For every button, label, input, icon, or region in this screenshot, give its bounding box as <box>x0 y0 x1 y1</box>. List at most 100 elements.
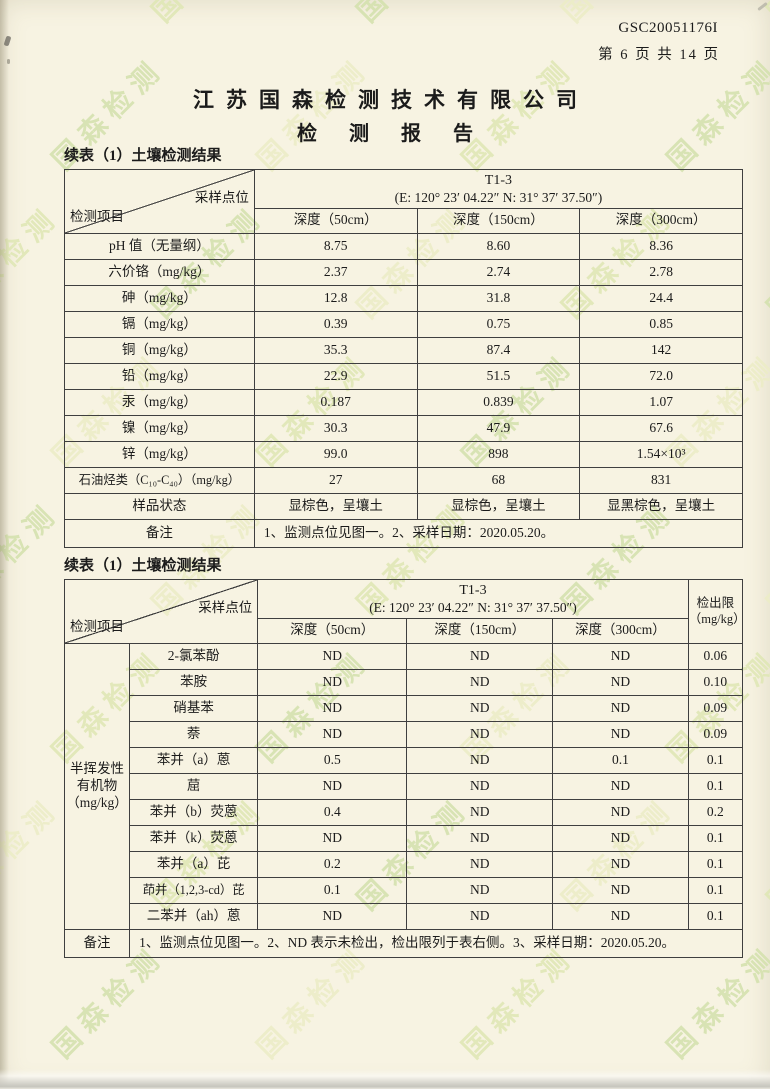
analyte-label: 2-氯苯酚 <box>129 643 259 670</box>
limit-cell: 0.09 <box>687 695 744 722</box>
analyte-label: 硝基苯 <box>129 695 259 722</box>
corner-bottom-label: 检测项目 <box>70 209 124 225</box>
value-cell: ND <box>552 721 689 748</box>
watermark-text: 国森检测 <box>347 0 477 30</box>
table-row: 苯并（b）荧蒽 0.4 ND ND 0.2 <box>65 799 744 826</box>
table-header-row: 采样点位 检测项目 T1-3 (E: 120° 23′ 04.22″ N: 31… <box>63 579 746 644</box>
scan-edge-left <box>0 0 9 1089</box>
value-cell: ND <box>406 669 554 696</box>
table-row: 砷（mg/kg） 12.8 31.8 24.4 <box>64 285 743 312</box>
value-cell: 831 <box>579 467 743 494</box>
analyte-group-label: 半挥发性 有机物 （mg/kg） <box>63 643 131 930</box>
table-row: 锌（mg/kg） 99.0 898 1.54×10³ <box>64 441 743 468</box>
remark-text: 1、监测点位见图一。2、采样日期：2020.05.20。 <box>253 519 744 548</box>
watermark-text: 国森检测 <box>0 0 67 30</box>
limit-cell: 0.1 <box>687 773 744 800</box>
analyte-label: 萘 <box>129 721 259 748</box>
value-cell: ND <box>406 877 554 904</box>
value-cell: 68 <box>416 467 581 494</box>
table-row: 铜（mg/kg） 35.3 87.4 142 <box>64 337 743 364</box>
value-cell: ND <box>257 669 408 696</box>
depth-header-row: 深度（50cm） 深度（150cm） 深度（300cm） <box>65 207 743 235</box>
corner-bottom-label: 检测项目 <box>70 619 124 635</box>
value-cell: 72.0 <box>579 363 743 390</box>
value-cell: ND <box>552 799 689 826</box>
value-cell: ND <box>552 669 689 696</box>
limit-cell: 0.06 <box>687 643 744 670</box>
table-row: 六价铬（mg/kg） 2.37 2.74 2.78 <box>64 259 743 286</box>
value-cell: ND <box>552 695 689 722</box>
limit-cell: 0.1 <box>687 747 744 774</box>
table-row: 二苯并（ah）蒽 ND ND ND 0.1 <box>65 903 744 930</box>
limit-cell: 0.1 <box>687 851 744 878</box>
diagonal-divider: 采样点位 检测项目 <box>65 170 254 233</box>
value-cell: 0.5 <box>257 747 408 774</box>
value-cell: 31.8 <box>416 285 581 312</box>
value-cell: 87.4 <box>416 337 581 364</box>
value-cell: 142 <box>579 337 743 364</box>
watermark-text: 国森检测 <box>0 496 66 621</box>
value-cell: 27 <box>253 467 418 494</box>
analyte-label: 石油烃类（C₁₀-C₄₀）（mg/kg） <box>64 467 255 494</box>
value-cell: 1.54×10³ <box>579 441 743 468</box>
value-cell: ND <box>406 695 554 722</box>
value-cell: 47.9 <box>416 415 581 442</box>
table-row: 苯并（a）蒽 0.5 ND 0.1 0.1 <box>65 747 744 774</box>
limit-cell: 0.1 <box>687 877 744 904</box>
table2-caption: 续表（1）土壤检测结果 <box>64 558 222 574</box>
corner-top-label: 采样点位 <box>198 600 253 615</box>
limit-cell: 0.1 <box>687 903 744 930</box>
remark-row: 备注 1、监测点位见图一。2、ND 表示未检出，检出限列于表右侧。3、采样日期：… <box>63 929 743 958</box>
value-cell: ND <box>406 773 554 800</box>
value-cell: 24.4 <box>579 285 743 312</box>
value-cell: 0.75 <box>416 311 581 338</box>
value-cell: 0.839 <box>416 389 581 416</box>
table1-caption: 续表（1）土壤检测结果 <box>64 148 222 164</box>
analyte-label: 镉（mg/kg） <box>64 311 255 338</box>
analyte-label: 茚并（1,2,3-cd）芘 <box>129 877 259 904</box>
watermark-text: 国森检测 <box>761 792 770 917</box>
value-cell: 30.3 <box>253 415 418 442</box>
site-coordinates: (E: 120° 23′ 04.22″ N: 31° 37′ 37.50″) <box>394 189 603 205</box>
value-cell: 22.9 <box>253 363 418 390</box>
value-cell: 67.6 <box>579 415 743 442</box>
value-cell: 显棕色，呈壤土 <box>253 493 418 520</box>
remark-text: 1、监测点位见图一。2、ND 表示未检出，检出限列于表右侧。3、采样日期：202… <box>129 929 743 958</box>
value-cell: ND <box>406 799 554 826</box>
value-cell: ND <box>406 643 554 670</box>
table-row: 䓛 ND ND ND 0.1 <box>65 773 744 800</box>
value-cell: 0.2 <box>257 851 408 878</box>
site-id: T1-3 <box>459 582 487 598</box>
depth-header: 深度（50cm） <box>253 207 418 235</box>
value-cell: ND <box>257 773 408 800</box>
value-cell: ND <box>257 825 408 852</box>
company-title: 江苏国森检测技术有限公司 <box>193 88 589 112</box>
scan-artifact <box>7 59 10 64</box>
table-row: 半挥发性 有机物 （mg/kg） 2-氯苯酚 ND ND ND 0.06 <box>63 643 744 930</box>
depth-header: 深度（300cm） <box>579 207 743 235</box>
value-cell: ND <box>257 643 408 670</box>
scan-artifact <box>757 1 768 12</box>
watermark-text: 国森检测 <box>0 792 66 917</box>
depth-header: 深度（50cm） <box>257 617 408 645</box>
depth-header: 深度（300cm） <box>552 617 689 645</box>
limit-cell: 0.10 <box>687 669 744 696</box>
value-cell: 0.4 <box>257 799 408 826</box>
sampling-site-header: T1-3 (E: 120° 23′ 04.22″ N: 31° 37′ 37.5… <box>253 169 744 209</box>
value-cell: ND <box>406 747 554 774</box>
limit-cell: 0.1 <box>687 825 744 852</box>
value-cell: ND <box>406 825 554 852</box>
value-cell: ND <box>406 851 554 878</box>
value-cell: 2.37 <box>253 259 418 286</box>
report-title: 检测报告 <box>297 123 505 145</box>
corner-header-cell: 采样点位 检测项目 <box>63 579 259 644</box>
value-cell: ND <box>406 903 554 930</box>
value-cell: ND <box>257 721 408 748</box>
watermark-text: 国森检测 <box>761 496 770 621</box>
analyte-label: 苯胺 <box>129 669 259 696</box>
value-cell: 8.36 <box>579 233 743 260</box>
table-row: 萘 ND ND ND 0.09 <box>65 721 744 748</box>
watermark-text: 国森检测 <box>0 200 66 325</box>
value-cell: 35.3 <box>253 337 418 364</box>
